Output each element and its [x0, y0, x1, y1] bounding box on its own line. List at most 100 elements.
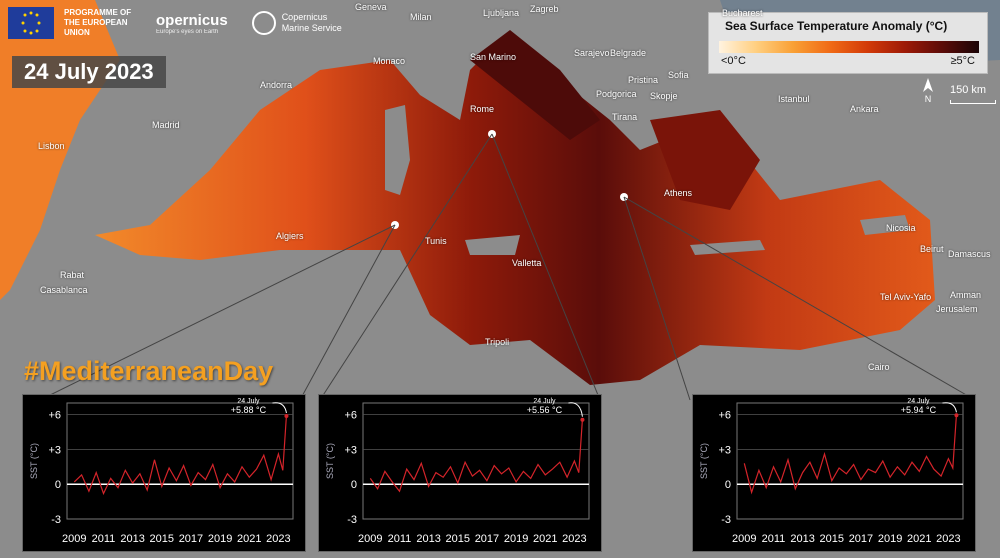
city-label: Ljubljana — [483, 8, 520, 18]
city-label: Skopje — [650, 91, 678, 101]
city-label: Rabat — [60, 270, 85, 280]
connector-line — [623, 196, 691, 401]
eu-programme-label: PROGRAMME OF THE EUROPEAN UNION — [64, 8, 132, 37]
cmems-name: Copernicus Marine Service — [281, 12, 342, 33]
header-logos: PROGRAMME OF THE EUROPEAN UNION opernicu… — [8, 6, 352, 40]
x-tick-label: 2009 — [62, 533, 86, 545]
eu-flag-icon — [8, 7, 54, 39]
annotation-date: 24 July — [237, 398, 260, 405]
date-label: 24 July 2023 — [12, 56, 166, 88]
city-label: Casablanca — [40, 285, 88, 295]
x-tick-label: 2011 — [388, 533, 412, 545]
x-tick-label: 2009 — [358, 533, 382, 545]
chart-panel-central: +6 +3 0 -3 2009 2011 2013 2015 2017 2019 2021 2023 S… — [318, 394, 602, 552]
y-tick-label: 0 — [351, 479, 357, 491]
connector-line — [39, 224, 396, 401]
x-tick-label: 2017 — [475, 533, 499, 545]
city-label: Sarajevo — [574, 48, 610, 58]
adriatic-sea — [470, 30, 600, 140]
annotation-value: +5.56 °C — [527, 405, 563, 415]
x-tick-label: 2021 — [533, 533, 557, 545]
x-tick-label: 2017 — [849, 533, 873, 545]
annotation-date: 24 July — [533, 398, 556, 405]
legend-colorbar — [719, 41, 979, 53]
city-label: Zagreb — [530, 4, 559, 14]
x-tick-label: 2017 — [179, 533, 203, 545]
x-tick-label: 2023 — [266, 533, 290, 545]
copernicus-logo: opernicus Europe's eyes on Earth — [156, 12, 228, 35]
city-label: Jerusalem — [936, 304, 978, 314]
plot-frame — [736, 402, 964, 520]
x-tick-label: 2009 — [732, 533, 756, 545]
city-label: Rome — [470, 104, 495, 114]
x-tick-label: 2023 — [562, 533, 586, 545]
plot-frame — [362, 402, 590, 520]
annotation-arrow — [568, 402, 583, 417]
sst-series-line — [73, 415, 287, 496]
city-label: Istanbul — [778, 94, 810, 104]
y-axis-label: SST (°C) — [29, 443, 39, 479]
copernicus-name: opernicus — [156, 11, 228, 29]
y-axis-label: SST (°C) — [699, 443, 709, 479]
city-label: Belgrade — [610, 48, 647, 58]
legend: Sea Surface Temperature Anomaly (°C) <0°… — [708, 12, 988, 74]
scale-label: 150 km — [950, 84, 987, 96]
plot-frame — [66, 402, 294, 520]
x-tick-label: 2011 — [92, 533, 116, 545]
x-tick-label: 2023 — [936, 533, 960, 545]
mediterranean-sea — [95, 40, 935, 385]
city-label: Algiers — [276, 231, 304, 241]
city-label: Madrid — [152, 120, 180, 130]
y-axis-label: SST (°C) — [325, 443, 335, 479]
legend-title: Sea Surface Temperature Anomaly (°C) — [725, 19, 948, 33]
city-label: Damascus — [948, 249, 991, 259]
latest-value-point — [580, 417, 585, 422]
city-label: Monaco — [373, 56, 406, 66]
y-tick-label: +3 — [718, 444, 731, 456]
x-tick-label: 2021 — [907, 533, 931, 545]
cmems-logo: Copernicus Marine Service — [251, 11, 352, 35]
legend-min-label: <0°C — [721, 55, 746, 67]
y-tick-label: -3 — [347, 514, 357, 526]
city-label: San Marino — [470, 52, 517, 62]
x-tick-label: 2013 — [790, 533, 814, 545]
city-label: Amman — [950, 290, 982, 300]
city-label: Beirut — [920, 244, 944, 254]
north-label: N — [924, 94, 932, 104]
latest-value-point — [954, 413, 959, 418]
x-tick-label: 2015 — [820, 533, 844, 545]
y-tick-label: +3 — [48, 444, 61, 456]
city-label: Cairo — [868, 362, 890, 372]
city-label: Tripoli — [485, 337, 510, 347]
cyprus — [860, 215, 910, 235]
city-label: Tunis — [425, 236, 447, 246]
city-label: Nicosia — [886, 223, 916, 233]
aegean-sea — [650, 110, 760, 210]
city-label: Bucharest — [722, 8, 763, 18]
sst-series-line — [743, 415, 957, 495]
connector-line — [491, 133, 601, 401]
annotation-arrow — [942, 402, 957, 413]
city-label: Lisbon — [38, 141, 65, 151]
x-tick-label: 2019 — [878, 533, 902, 545]
sst-series-line — [369, 419, 583, 493]
y-tick-label: +6 — [48, 410, 61, 422]
city-label: Podgorica — [596, 89, 637, 99]
corsica-sardinia — [385, 105, 410, 195]
annotation-value: +5.94 °C — [901, 405, 937, 415]
annotation-arrow — [272, 402, 287, 414]
annotation-date: 24 July — [907, 398, 930, 405]
y-tick-label: -3 — [721, 514, 731, 526]
sicily — [465, 235, 520, 255]
x-tick-label: 2015 — [150, 533, 174, 545]
crete — [690, 240, 765, 255]
x-tick-label: 2019 — [208, 533, 232, 545]
x-tick-label: 2013 — [416, 533, 440, 545]
city-label: Valletta — [512, 258, 542, 268]
x-tick-label: 2015 — [446, 533, 470, 545]
connector-line — [299, 224, 396, 401]
hashtag: #MediterraneanDay — [24, 356, 274, 386]
x-tick-label: 2019 — [504, 533, 528, 545]
connector-line — [623, 196, 976, 401]
y-tick-label: +6 — [718, 410, 731, 422]
